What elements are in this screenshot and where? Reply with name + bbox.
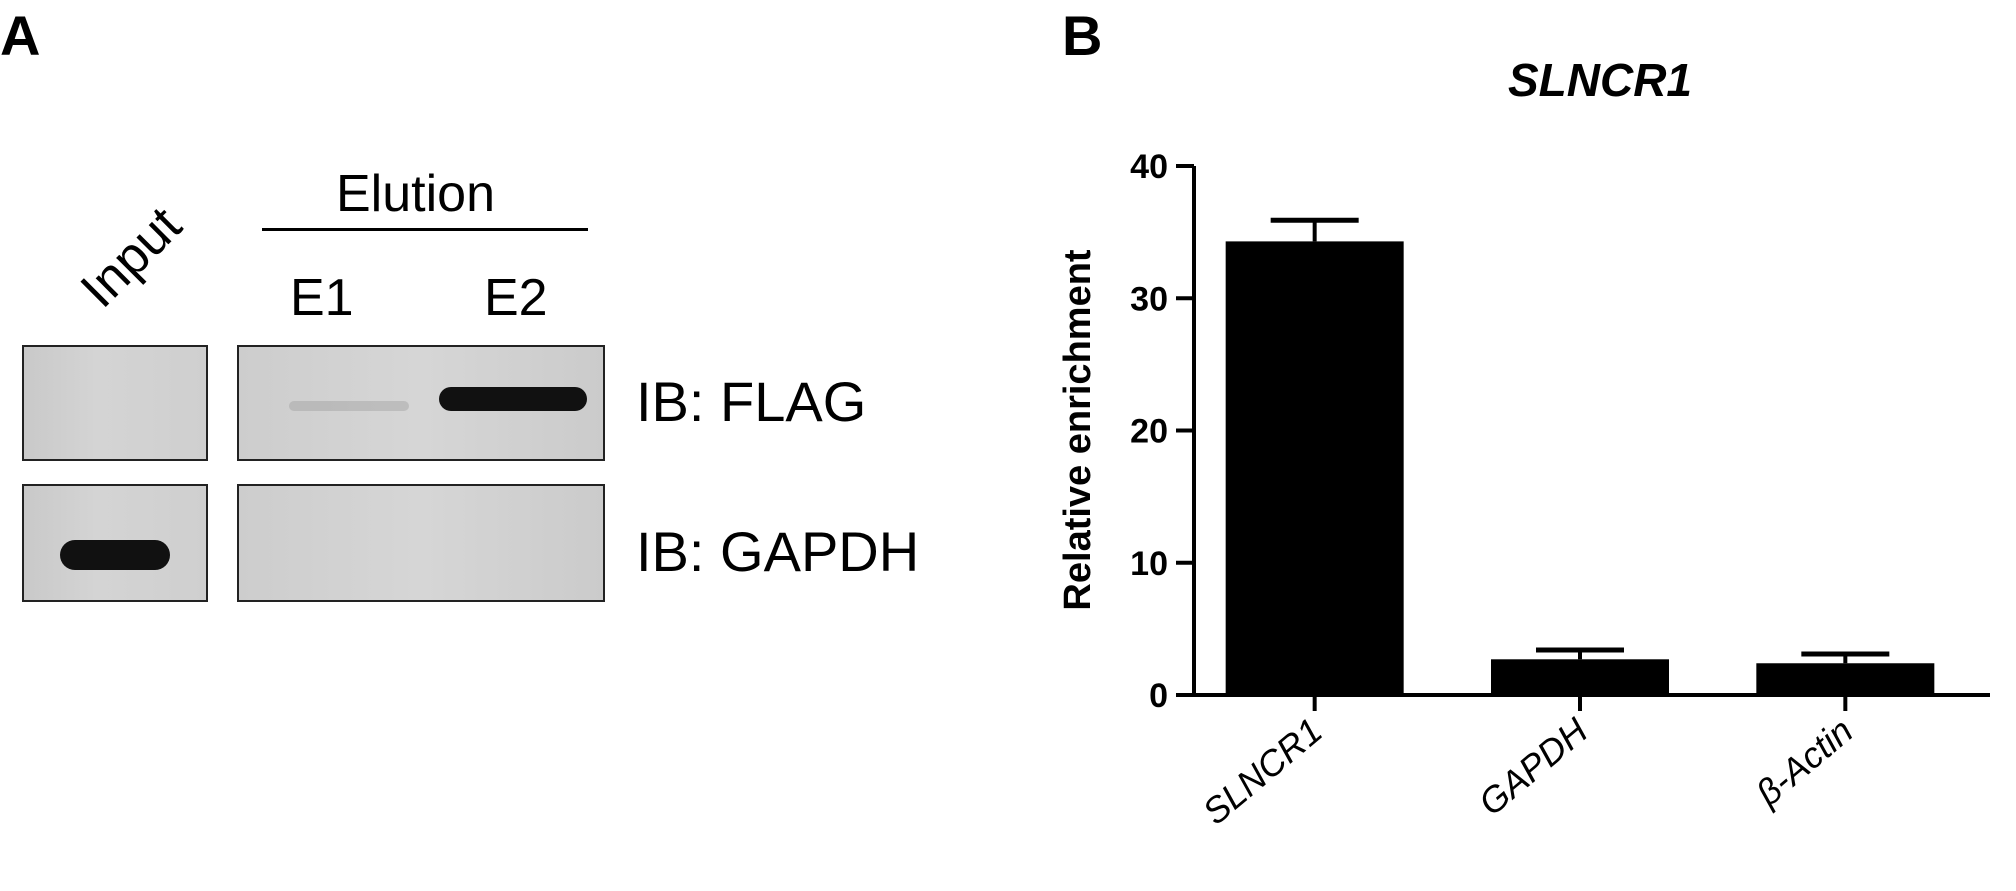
y-ticks: 0 10 20 30 40 bbox=[1130, 148, 1194, 715]
bar-2 bbox=[1756, 663, 1935, 695]
chart-title: SLNCR1 bbox=[1508, 54, 1692, 106]
blot-flag-elution bbox=[237, 345, 605, 461]
bars bbox=[1225, 217, 1935, 695]
blot-gapdh-input bbox=[22, 484, 208, 602]
x-labels: SLNCR1 GAPDH β-Actin bbox=[1195, 695, 1860, 833]
blot-flag-input bbox=[22, 345, 208, 461]
lane-label-input: Input bbox=[69, 196, 193, 319]
bar-chart: SLNCR1 Relative enrichment 0 10 20 30 40 SLN… bbox=[1057, 54, 1990, 833]
y-tick-label: 40 bbox=[1130, 148, 1168, 186]
y-tick-label: 20 bbox=[1130, 413, 1168, 451]
band-flag-e1-faint bbox=[289, 401, 409, 411]
bar-0 bbox=[1225, 241, 1404, 695]
y-tick-label: 10 bbox=[1130, 545, 1168, 583]
x-tick-label: GAPDH bbox=[1471, 709, 1596, 823]
ib-label-flag: IB: FLAG bbox=[636, 370, 867, 433]
band-flag-e2 bbox=[439, 387, 587, 411]
x-tick-label: β-Actin bbox=[1747, 710, 1860, 814]
y-tick-label: 0 bbox=[1149, 677, 1168, 715]
panel-b-label: B bbox=[1062, 4, 1103, 67]
y-tick-label: 30 bbox=[1130, 280, 1168, 318]
bar-1 bbox=[1491, 659, 1669, 695]
band-gapdh-input bbox=[60, 540, 170, 570]
blot-gapdh-elution bbox=[237, 484, 605, 602]
elution-bracket-line bbox=[262, 228, 588, 231]
y-axis-title: Relative enrichment bbox=[1057, 249, 1099, 610]
x-tick-label: SLNCR1 bbox=[1195, 710, 1330, 833]
panel-a-label: A bbox=[0, 4, 41, 67]
ib-label-gapdh: IB: GAPDH bbox=[636, 520, 920, 583]
lane-label-e2: E2 bbox=[484, 269, 548, 327]
elution-header: Elution bbox=[336, 165, 495, 223]
lane-label-e1: E1 bbox=[290, 269, 354, 327]
